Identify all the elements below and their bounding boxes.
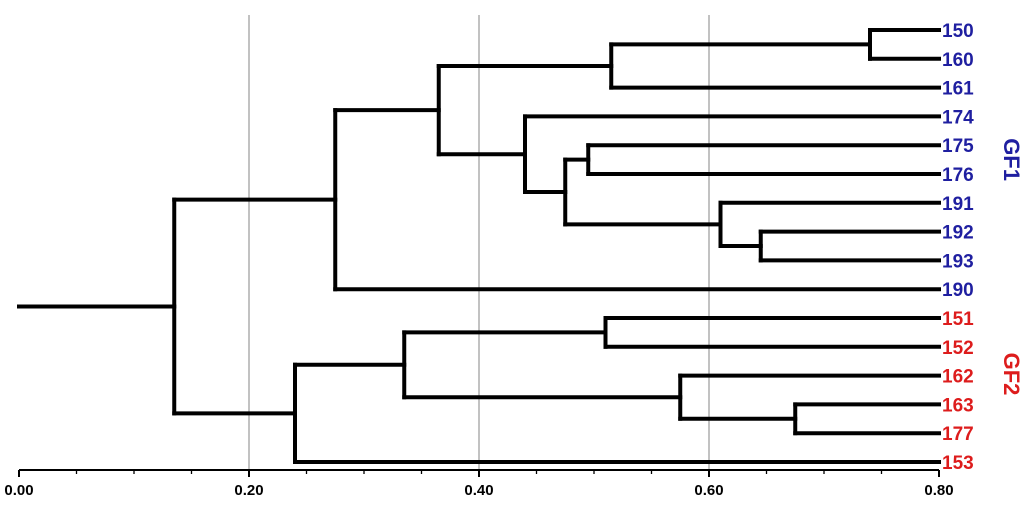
x-tick-label: 0.60	[694, 482, 723, 499]
leaf-label: 191	[942, 194, 974, 215]
x-tick-label: 0.40	[464, 482, 493, 499]
leaf-label: 163	[942, 395, 974, 416]
leaf-label: 193	[942, 251, 974, 272]
leaf-label: 150	[942, 21, 974, 42]
leaf-label: 177	[942, 424, 974, 445]
x-tick-label: 0.00	[4, 482, 33, 499]
x-tick-label: 0.20	[234, 482, 263, 499]
leaf-labels: 150 160 161 174 175 176 191 192 193 190 151 152 162 1…	[942, 21, 974, 474]
leaf-label: 192	[942, 223, 974, 244]
leaf-label: 151	[942, 309, 974, 330]
leaf-label: 176	[942, 165, 974, 186]
group-label: GF1	[999, 138, 1024, 181]
leaf-label: 161	[942, 79, 974, 100]
leaf-label: 152	[942, 338, 974, 359]
leaf-label: 190	[942, 280, 974, 301]
group-labels: GF1 GF2	[999, 138, 1024, 395]
leaf-label: 153	[942, 453, 974, 474]
x-axis: 0.00 0.20 0.40 0.60 0.80	[4, 469, 954, 499]
leaf-label: 162	[942, 367, 974, 388]
group-label: GF2	[999, 353, 1024, 396]
dendrogram-branches	[17, 28, 941, 464]
x-tick-label: 0.80	[924, 482, 953, 499]
leaf-label: 175	[942, 136, 974, 157]
grid-lines	[248, 15, 710, 470]
leaf-label: 174	[942, 107, 974, 128]
leaf-label: 160	[942, 50, 974, 71]
